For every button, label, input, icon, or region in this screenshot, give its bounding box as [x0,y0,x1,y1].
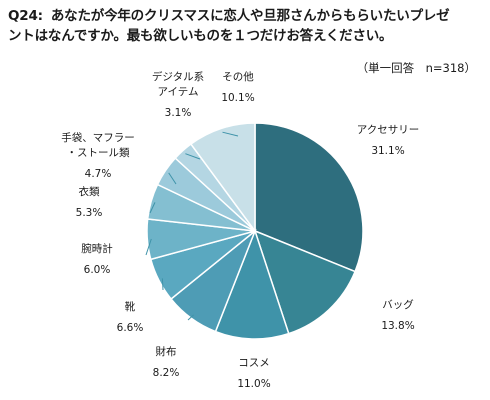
value-label-6: 6.0% [84,264,111,276]
category-label-4: 財布 [156,345,177,358]
category-label-6: 腕時計 [81,242,113,255]
value-label-7: 5.3% [76,207,103,219]
category-label-2: バッグ [382,298,414,311]
category-label-10: その他 [222,70,254,83]
value-label-9: 3.1% [165,107,192,119]
value-label-2: 13.8% [381,320,414,332]
value-label-3: 11.0% [237,378,270,390]
value-label-4: 8.2% [153,367,180,379]
category-label-1: アクセサリー [357,124,419,136]
pie-slice-2 [253,229,357,335]
value-label-5: 6.6% [117,322,144,334]
pie-slice-1 [254,122,364,273]
leader-line-9 [185,153,201,160]
pie-slice-10 [189,122,256,234]
leader-line-8 [168,172,177,185]
category-label-3: コスメ [238,357,270,369]
value-label-10: 10.1% [221,92,254,104]
category-label-9-line-2: アイテム [158,86,199,98]
title-line-1: あなたが今年のクリスマスに恋人や旦那さんからもらいたいプレゼ [50,8,450,24]
category-label-5: 靴 [125,300,136,313]
category-label-7: 衣類 [79,185,100,198]
leader-line-6 [145,238,152,256]
value-label-1: 31.1% [371,145,404,157]
chart-title: Q24: あなたが今年のクリスマスに恋人や旦那さんからもらいたいプレゼ ントはなん… [8,6,486,46]
category-label-9-line-1: デジタル系 [152,70,204,83]
category-label-8-line-1: 手袋、マフラー [61,131,135,144]
pie-slice-3 [214,228,290,340]
sample-note: （単一回答 n=318） [356,61,476,75]
leader-line-7 [149,202,156,214]
category-label-8-line-2: ・ストール類 [67,147,130,159]
leader-line-5 [161,278,164,291]
leader-line-10 [222,131,239,137]
value-label-8: 4.7% [85,168,112,180]
title-line-2: ントはなんですか。最も欲しいものを１つだけお答えください。 [8,28,393,44]
leader-line-4 [187,314,194,321]
question-number: Q24: [8,8,43,24]
